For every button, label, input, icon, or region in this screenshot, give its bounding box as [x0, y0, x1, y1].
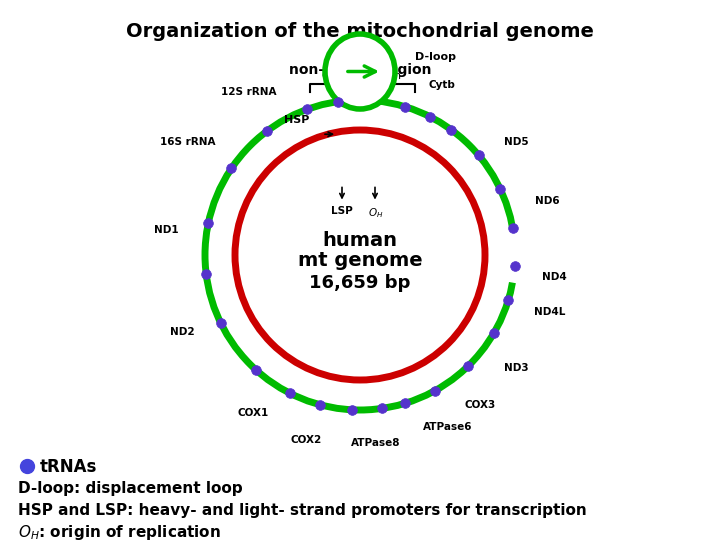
Text: D-loop: D-loop: [334, 48, 386, 62]
Text: COX2: COX2: [291, 435, 322, 445]
Text: ND6: ND6: [535, 197, 559, 206]
Text: Organization of the mitochondrial genome: Organization of the mitochondrial genome: [126, 22, 594, 41]
Text: 12S rRNA: 12S rRNA: [222, 87, 277, 97]
Text: $O_H$: $O_H$: [369, 206, 384, 220]
Text: ND5: ND5: [504, 137, 528, 147]
Text: tRNAs: tRNAs: [40, 458, 97, 476]
Text: ND4L: ND4L: [534, 307, 565, 316]
Wedge shape: [507, 227, 521, 283]
Text: LSP: LSP: [331, 206, 353, 217]
Text: ND1: ND1: [154, 225, 179, 234]
Ellipse shape: [325, 34, 395, 109]
Text: COX1: COX1: [238, 408, 269, 418]
Text: ND3: ND3: [504, 363, 528, 373]
Text: ATPase8: ATPase8: [351, 438, 401, 448]
Text: D-loop: displacement loop: D-loop: displacement loop: [18, 481, 243, 496]
Text: ATPase6: ATPase6: [423, 422, 472, 432]
Text: 16S rRNA: 16S rRNA: [161, 137, 216, 147]
Text: 16,659 bp: 16,659 bp: [310, 274, 410, 292]
Text: non-coding region: non-coding region: [289, 63, 431, 77]
Text: $O_H$: origin of replication: $O_H$: origin of replication: [18, 523, 221, 540]
Text: ND4: ND4: [541, 272, 567, 282]
Text: Cytb: Cytb: [428, 80, 456, 90]
Text: Control region: Control region: [323, 71, 402, 81]
Text: ND2: ND2: [169, 327, 194, 338]
Text: human: human: [323, 231, 397, 249]
Text: D-loop: D-loop: [415, 51, 456, 62]
Text: HSP: HSP: [284, 115, 309, 125]
Text: mt genome: mt genome: [297, 251, 423, 269]
Text: COX3: COX3: [465, 400, 496, 410]
Text: HSP and LSP: heavy- and light- strand promoters for transcription: HSP and LSP: heavy- and light- strand pr…: [18, 503, 587, 517]
